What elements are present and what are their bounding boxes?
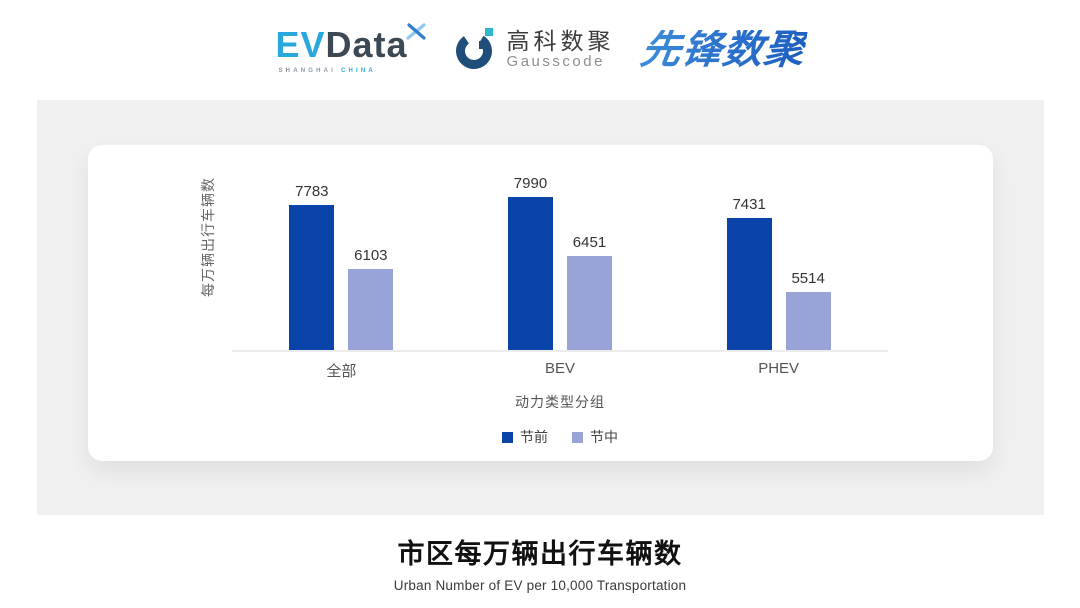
chart-title: 市区每万辆出行车辆数 [397, 539, 683, 569]
gausscode-text: 高科数聚 Gausscode [507, 29, 615, 70]
chart-plot: 7783 6103 7990 6451 7431 5514 [232, 145, 888, 352]
footer-titles: 市区每万辆出行车辆数 Urban Number of EV per 10,000… [0, 532, 1080, 593]
legend-item-0[interactable]: 节前 [502, 427, 548, 447]
evdata-data-text: Data [325, 23, 408, 65]
bar-series-1 [348, 269, 394, 350]
bar-series-0 [507, 197, 553, 350]
bar-value-label: 6451 [572, 234, 607, 251]
bar-value-label: 7783 [295, 183, 329, 200]
evdata-shanghai-text: SHANGHAI [278, 67, 337, 74]
legend-label: 节中 [590, 429, 618, 445]
legend-swatch-icon [502, 431, 513, 443]
legend-swatch-icon [572, 431, 583, 443]
bar-value-label: 6103 [354, 247, 388, 264]
evdata-star-icon [405, 11, 426, 47]
category-label: 全部 [326, 363, 357, 380]
evdata-china-text: CHINA [340, 67, 376, 74]
bar-column: 7990 [507, 175, 553, 350]
bar-series-1 [566, 256, 612, 350]
evdata-wordmark: EV Data [275, 22, 427, 65]
logo-header: EV Data SHANGHAI CHINA 高科数聚 Gausscode 先锋数 [0, 0, 1080, 100]
bar-column: 7431 [726, 196, 772, 350]
gausscode-en-text: Gausscode [506, 53, 605, 71]
bar-series-1 [785, 292, 831, 350]
category-label: BEV [544, 360, 575, 377]
pioneer-wordmark: 先锋数聚 [637, 28, 808, 72]
bar-chart: 7783 6103 7990 6451 7431 5514 全部 BEV PHEV 动力类型分… [232, 145, 888, 447]
gausscode-g-icon [454, 25, 498, 76]
y-axis-title: 每万辆出行车辆数 [200, 177, 216, 297]
chart-legend: 节前 节中 [232, 427, 888, 447]
bar-value-label: 7990 [513, 175, 548, 192]
legend-item-1[interactable]: 节中 [572, 427, 618, 447]
legend-label: 节前 [520, 429, 548, 445]
bar-group: 7431 5514 [726, 196, 831, 350]
x-axis-title: 动力类型分组 [515, 394, 605, 410]
bar-group: 7783 6103 [289, 183, 394, 350]
bar-series-0 [726, 218, 772, 350]
bar-column: 5514 [785, 270, 831, 350]
bar-value-label: 5514 [791, 270, 825, 287]
category-label: PHEV [758, 360, 800, 377]
chart-categories: 全部 BEV PHEV [232, 360, 888, 381]
bar-column: 6451 [566, 234, 612, 350]
evdata-logo: EV Data SHANGHAI CHINA [275, 22, 427, 74]
chart-subtitle: Urban Number of EV per 10,000 Transporta… [393, 578, 687, 593]
bar-value-label: 7431 [732, 196, 766, 213]
bar-column: 6103 [348, 247, 394, 350]
evdata-ev-text: EV [275, 23, 326, 65]
bar-group: 7990 6451 [507, 175, 612, 350]
evdata-subtext: SHANGHAI CHINA [278, 68, 375, 74]
chart-panel: 每万辆出行车辆数 7783 6103 7990 6451 7431 5514 全部 BEV P… [37, 100, 1044, 515]
chart-card: 每万辆出行车辆数 7783 6103 7990 6451 7431 5514 全部 BEV P… [88, 145, 993, 461]
bar-series-0 [289, 205, 335, 350]
bar-column: 7783 [289, 183, 335, 350]
gausscode-logo: 高科数聚 Gausscode [454, 25, 615, 76]
gausscode-cn-text: 高科数聚 [506, 28, 615, 55]
